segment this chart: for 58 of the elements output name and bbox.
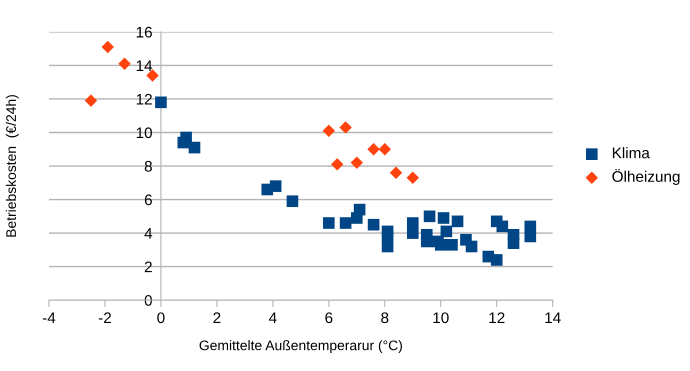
point [508, 237, 520, 249]
y-tick-label: 6 [144, 194, 152, 206]
point [350, 156, 364, 169]
point [496, 220, 508, 232]
legend-label: Ölheizung [612, 168, 680, 185]
y-tick-label: 8 [144, 160, 152, 172]
point [424, 210, 436, 222]
x-tick-label: -4 [42, 312, 56, 324]
point [286, 195, 298, 208]
y-tick-label: 12 [136, 94, 152, 104]
point [440, 226, 452, 238]
point [466, 240, 478, 252]
x-tick-label: 0 [157, 312, 165, 324]
point [188, 142, 200, 154]
point [382, 240, 394, 252]
y-tick-label: 0 [144, 295, 152, 306]
x-tick-label: 2 [213, 312, 220, 324]
x-tick-label: 10 [433, 312, 449, 324]
point [406, 227, 419, 239]
y-tick-label: 14 [136, 60, 152, 71]
x-tick-label: 4 [268, 312, 277, 324]
point [322, 124, 336, 138]
x-tick-label: 12 [489, 312, 504, 324]
y-axis-title: Betriebskosten (€/24h) [6, 95, 19, 237]
x-tick-label: -2 [98, 312, 111, 324]
y-tick-label: 2 [144, 261, 152, 272]
point [524, 230, 536, 242]
point [155, 96, 167, 108]
point [420, 236, 433, 248]
x-tick-label: 8 [381, 312, 388, 324]
x-tick-label: 14 [545, 312, 561, 324]
y-tick-label: 4 [144, 228, 152, 239]
point [331, 158, 344, 171]
point [434, 239, 447, 251]
point [102, 40, 114, 54]
x-tick-label: 6 [325, 312, 332, 324]
point [368, 218, 380, 231]
point [490, 254, 503, 266]
point [438, 212, 450, 224]
point [340, 217, 352, 229]
y-tick-label: 10 [136, 127, 152, 138]
point [367, 143, 380, 156]
point [180, 132, 192, 144]
x-axis-title: Gemittelte Außentemperarur (°C) [200, 340, 402, 354]
point [270, 180, 282, 192]
point [406, 172, 419, 184]
point [446, 239, 458, 251]
y-tick-label: 16 [136, 26, 152, 38]
point [452, 216, 464, 228]
point [354, 204, 366, 216]
legend-label: Klima [612, 147, 650, 158]
point [84, 94, 98, 107]
point [146, 69, 159, 82]
point [390, 166, 402, 179]
point [118, 58, 131, 70]
point [323, 217, 335, 229]
point [339, 121, 352, 134]
point [378, 143, 391, 156]
